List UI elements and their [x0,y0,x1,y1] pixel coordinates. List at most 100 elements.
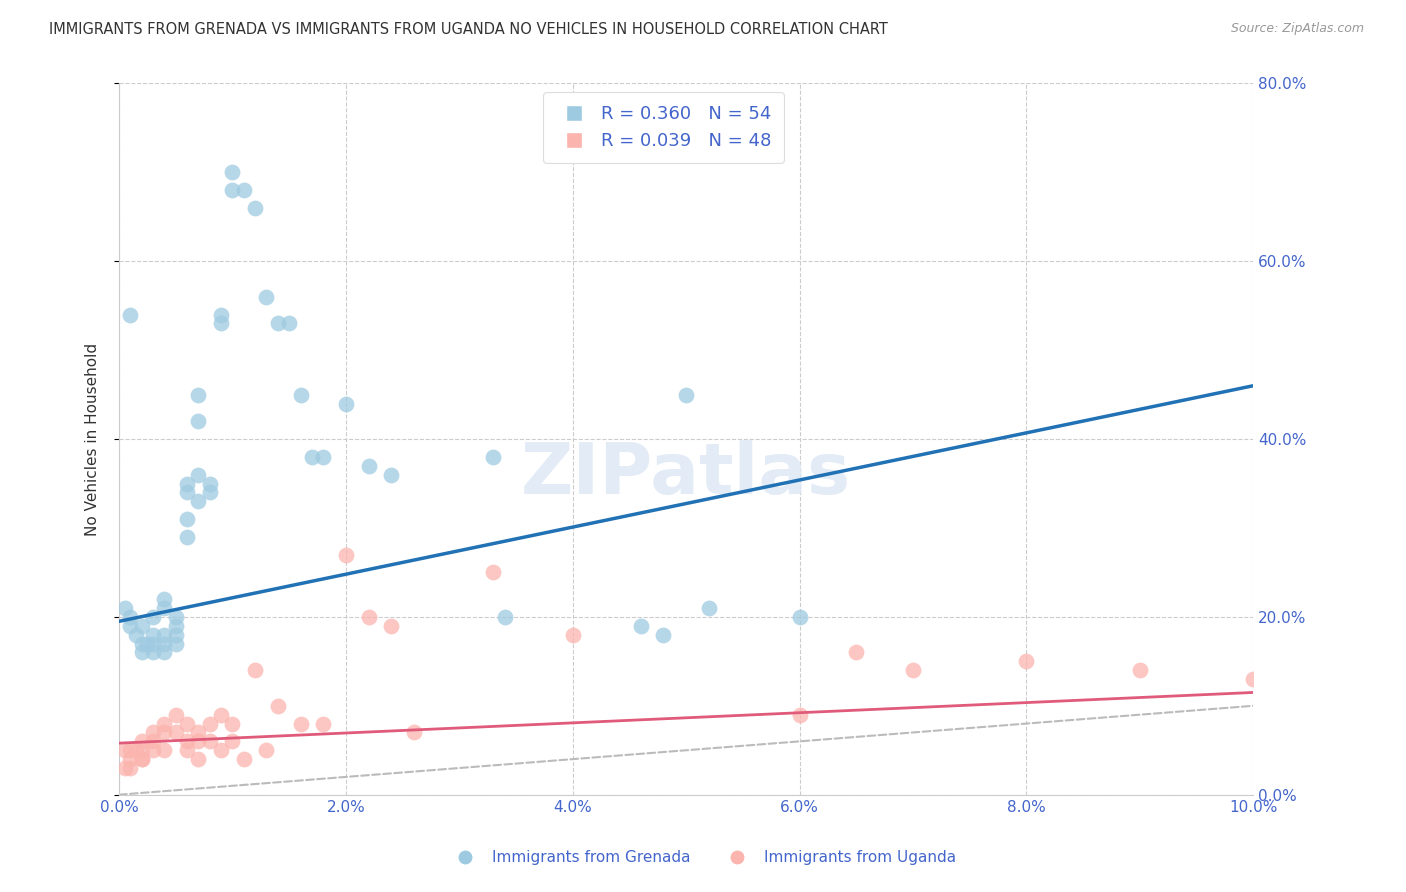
Point [697,601,720,615]
Point [176,734,198,748]
Point [153,725,176,739]
Point [114,761,136,775]
Point [221,734,243,748]
Point [187,734,209,748]
Point [290,387,312,401]
Point [187,725,209,739]
Point [131,743,153,757]
Point [630,619,652,633]
Text: Source: ZipAtlas.com: Source: ZipAtlas.com [1230,22,1364,36]
Point [131,645,153,659]
Text: ZIPatlas: ZIPatlas [522,440,851,509]
Point [1015,654,1038,668]
Point [187,467,209,482]
Point [142,743,165,757]
Point [221,183,243,197]
Point [165,628,187,642]
Point [125,743,148,757]
Legend: R = 0.360   N = 54, R = 0.039   N = 48: R = 0.360 N = 54, R = 0.039 N = 48 [543,93,785,162]
Point [209,308,232,322]
Point [198,734,221,748]
Point [136,636,159,650]
Point [267,698,290,713]
Point [198,485,221,500]
Point [176,485,198,500]
Point [142,734,165,748]
Point [176,476,198,491]
Point [301,450,323,464]
Point [142,628,165,642]
Point [187,752,209,766]
Point [165,610,187,624]
Point [142,645,165,659]
Point [482,450,505,464]
Point [153,636,176,650]
Point [165,636,187,650]
Point [357,610,380,624]
Point [114,743,136,757]
Point [114,601,136,615]
Point [209,707,232,722]
Point [209,317,232,331]
Point [165,707,187,722]
Point [153,743,176,757]
Point [142,725,165,739]
Point [198,476,221,491]
Point [131,734,153,748]
Point [165,619,187,633]
Point [482,566,505,580]
Point [153,645,176,659]
Point [120,610,142,624]
Point [675,387,697,401]
Point [312,716,335,731]
Point [290,716,312,731]
Legend: Immigrants from Grenada, Immigrants from Uganda: Immigrants from Grenada, Immigrants from… [443,844,963,871]
Point [901,663,924,677]
Point [187,387,209,401]
Point [131,752,153,766]
Point [120,308,142,322]
Point [232,183,254,197]
Point [267,317,290,331]
Point [153,592,176,607]
Point [120,761,142,775]
Point [125,628,148,642]
Point [153,601,176,615]
Point [198,716,221,731]
Point [142,610,165,624]
Point [278,317,301,331]
Point [312,450,335,464]
Point [221,165,243,179]
Point [232,752,254,766]
Point [256,743,278,757]
Point [402,725,425,739]
Point [187,414,209,428]
Point [120,619,142,633]
Point [176,743,198,757]
Point [561,628,583,642]
Text: IMMIGRANTS FROM GRENADA VS IMMIGRANTS FROM UGANDA NO VEHICLES IN HOUSEHOLD CORRE: IMMIGRANTS FROM GRENADA VS IMMIGRANTS FR… [49,22,889,37]
Point [380,619,402,633]
Point [494,610,516,624]
Point [357,458,380,473]
Point [335,548,357,562]
Point [652,628,675,642]
Point [131,636,153,650]
Point [335,396,357,410]
Y-axis label: No Vehicles in Household: No Vehicles in Household [86,343,100,535]
Point [120,743,142,757]
Point [221,716,243,731]
Point [176,512,198,526]
Point [243,663,266,677]
Point [380,467,402,482]
Point [131,752,153,766]
Point [176,530,198,544]
Point [789,610,811,624]
Point [789,707,811,722]
Point [176,716,198,731]
Point [1241,672,1264,686]
Point [209,743,232,757]
Point [153,716,176,731]
Point [142,636,165,650]
Point [243,201,266,215]
